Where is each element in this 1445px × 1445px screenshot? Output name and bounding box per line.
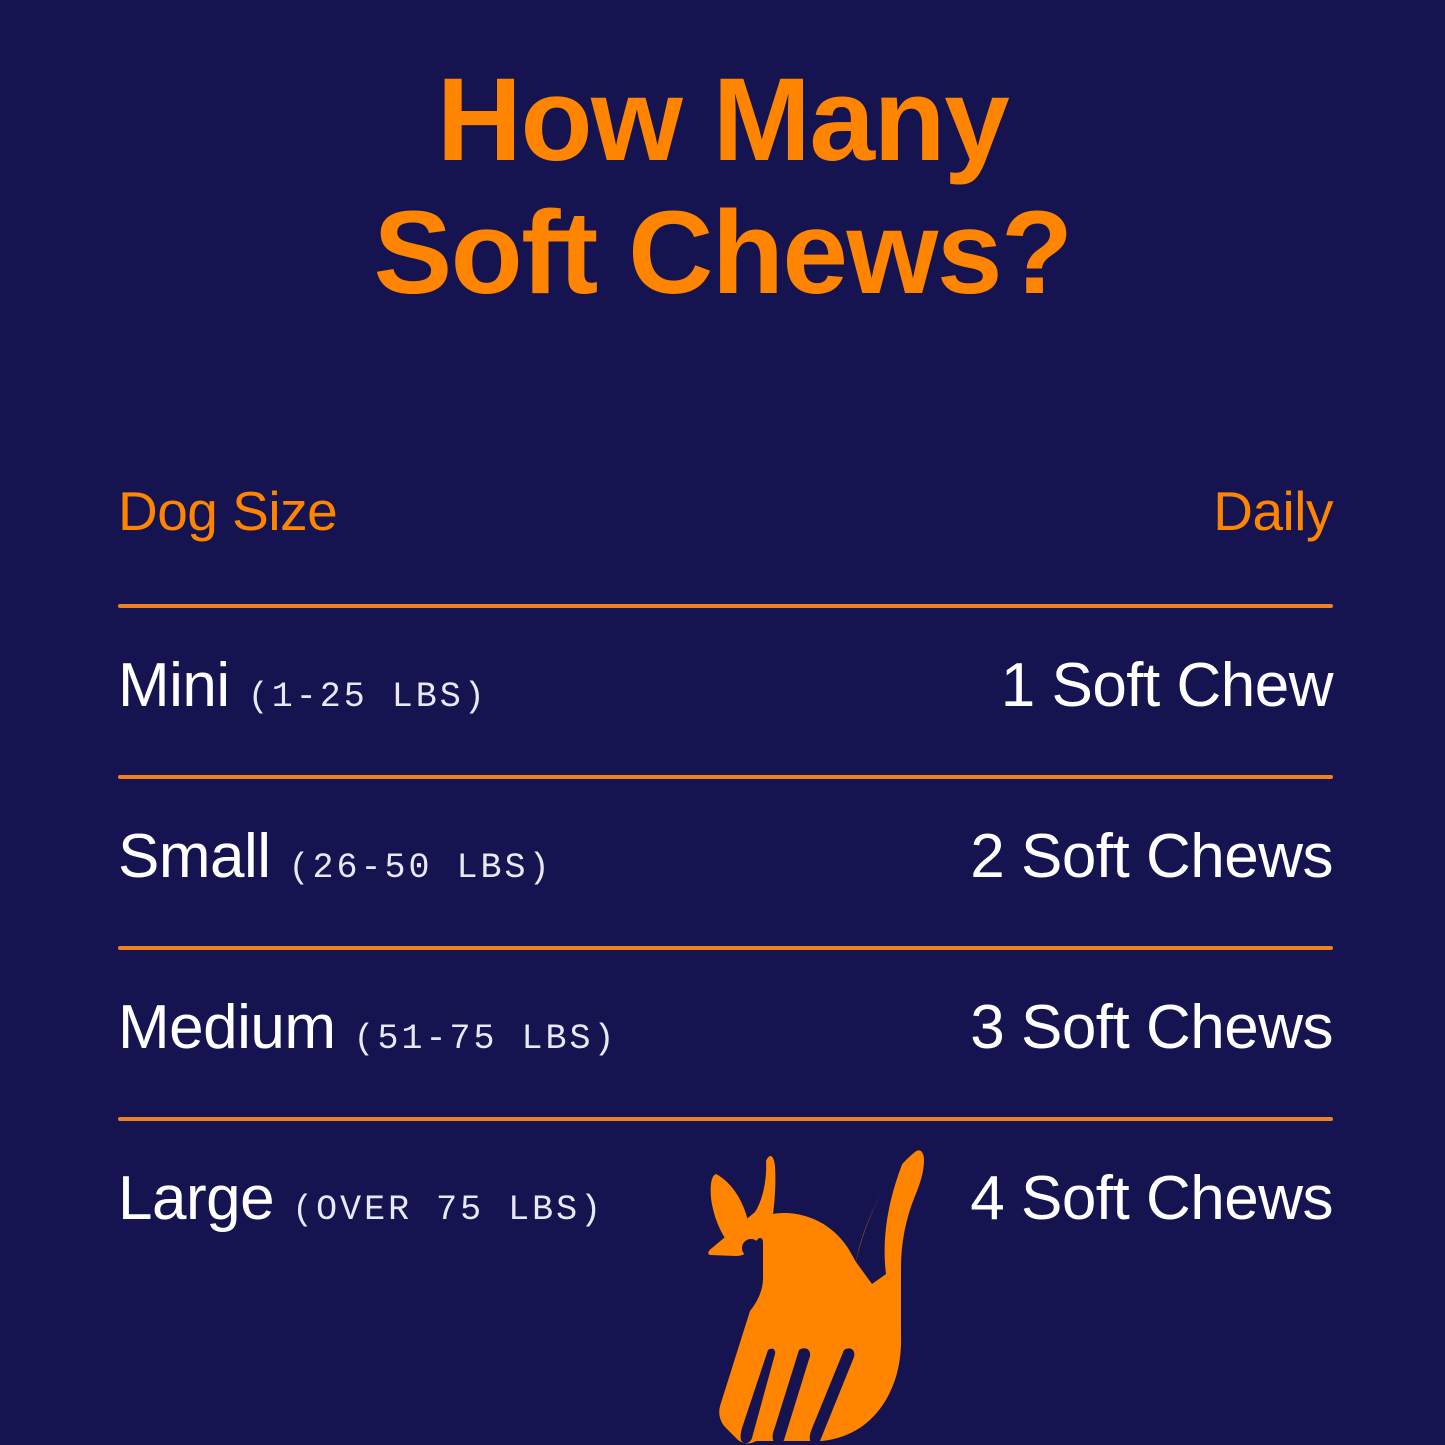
dog-weight-range: (51-75 LBS) xyxy=(353,1019,618,1059)
dosage-table: Dog Size Daily Mini (1-25 LBS) 1 Soft Ch… xyxy=(118,484,1334,1288)
daily-dose-value: 2 Soft Chews xyxy=(970,822,1333,891)
dog-size-label: Mini xyxy=(118,651,230,720)
table-row: Medium (51-75 LBS) 3 Soft Chews xyxy=(118,950,1333,1117)
table-divider xyxy=(118,604,1333,608)
dog-size-label: Medium xyxy=(118,993,336,1062)
table-divider xyxy=(118,775,1333,779)
row-size-cell: Small (26-50 LBS) xyxy=(118,779,553,888)
fox-leg-slit-2 xyxy=(772,1348,811,1444)
table-divider xyxy=(118,946,1333,950)
dog-weight-range: (OVER 75 LBS) xyxy=(292,1190,605,1230)
dog-size-label: Large xyxy=(118,1164,275,1233)
dog-weight-range: (26-50 LBS) xyxy=(288,848,553,888)
daily-dose-value: 4 Soft Chews xyxy=(970,1164,1333,1233)
dog-weight-range: (1-25 LBS) xyxy=(247,677,488,717)
dog-size-label: Small xyxy=(118,822,271,891)
table-row: Large (OVER 75 LBS) 4 Soft Chews xyxy=(118,1121,1333,1288)
column-header-daily: Daily xyxy=(1213,480,1333,542)
page-title: How Many Soft Chews? xyxy=(0,54,1445,319)
table-header-row: Dog Size Daily xyxy=(118,484,1333,604)
page-title-line-1: How Many xyxy=(436,54,1010,186)
page-title-line-2: Soft Chews? xyxy=(373,186,1073,319)
row-size-cell: Large (OVER 75 LBS) xyxy=(118,1121,604,1230)
table-row: Small (26-50 LBS) 2 Soft Chews xyxy=(118,779,1333,946)
row-size-cell: Medium (51-75 LBS) xyxy=(118,950,618,1059)
table-divider xyxy=(118,1117,1333,1121)
daily-dose-value: 1 Soft Chew xyxy=(1000,651,1334,720)
daily-dose-value: 3 Soft Chews xyxy=(970,993,1333,1062)
table-row: Mini (1-25 LBS) 1 Soft Chew xyxy=(118,608,1334,775)
fox-leg-slit-3 xyxy=(809,1348,855,1444)
row-size-cell: Mini (1-25 LBS) xyxy=(118,608,488,717)
fox-leg-slit-1 xyxy=(740,1348,776,1444)
column-header-dog-size: Dog Size xyxy=(118,480,338,542)
